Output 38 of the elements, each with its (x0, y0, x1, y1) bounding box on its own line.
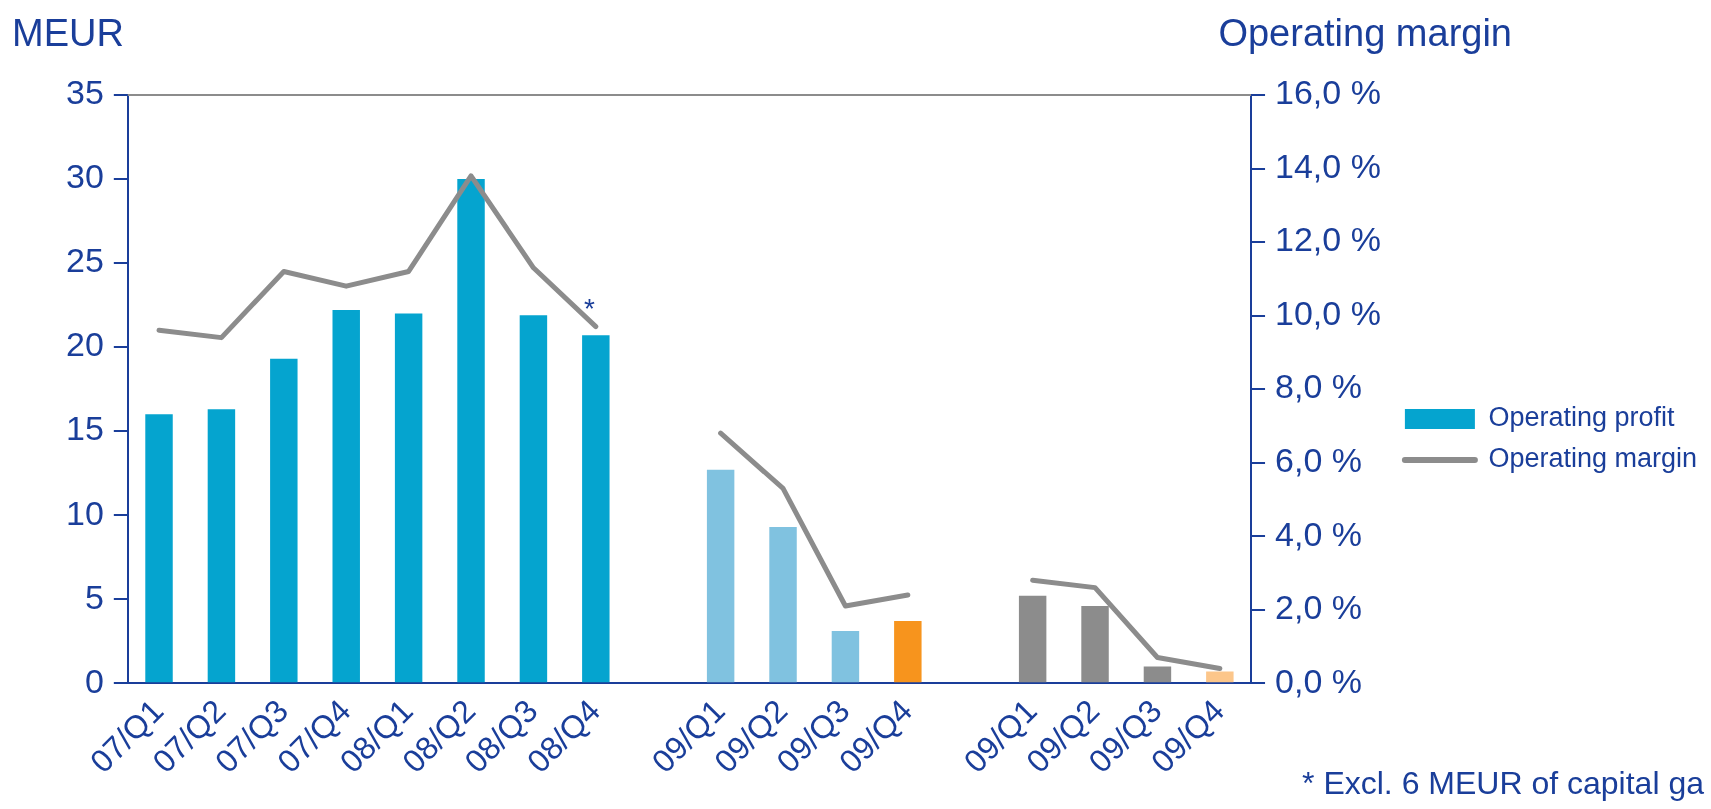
bar (332, 310, 360, 683)
y2-tick-label: 0,0 % (1275, 661, 1362, 700)
y-tick-label: 35 (65, 73, 104, 112)
bar (831, 631, 860, 683)
bar (1018, 595, 1047, 683)
y2-tick-label: 2,0 % (1275, 588, 1362, 627)
y-axis-title: MEUR (12, 12, 124, 54)
y-tick-label: 30 (65, 157, 104, 196)
bar (894, 621, 922, 683)
y-tick-label: 10 (65, 493, 104, 532)
bar (1143, 666, 1172, 683)
y-tick-label: 25 (65, 241, 104, 280)
bar (145, 414, 173, 683)
text: * Excl. 6 MEUR of capital ga (1302, 765, 1705, 801)
y-tick-label: 20 (65, 325, 104, 364)
bar (270, 358, 298, 683)
legend-label: Operating margin (1488, 443, 1698, 474)
y2-tick-label: 12,0 % (1275, 220, 1381, 259)
bar (706, 469, 735, 683)
y2-axis-title: Operating margin (1218, 12, 1512, 54)
bar (394, 313, 423, 683)
y2-tick-label: 4,0 % (1275, 514, 1362, 553)
bar (457, 179, 485, 683)
y2-tick-label: 8,0 % (1275, 367, 1362, 406)
y2-tick-label: 6,0 % (1275, 441, 1362, 479)
annotation: * (584, 293, 595, 324)
y2-tick-label: 16,0 % (1275, 73, 1381, 112)
bar (1206, 671, 1234, 683)
y2-tick-label: 10,0 % (1275, 293, 1381, 332)
legend-label: Operating profit (1488, 402, 1675, 433)
bar (582, 335, 610, 683)
y-tick-label: 0 (84, 661, 104, 700)
bar (769, 526, 797, 683)
y-tick-label: 5 (84, 577, 104, 616)
y2-tick-label: 14,0 % (1275, 146, 1381, 185)
bar (207, 409, 236, 683)
y-tick-label: 15 (65, 409, 104, 448)
bar (519, 315, 548, 683)
